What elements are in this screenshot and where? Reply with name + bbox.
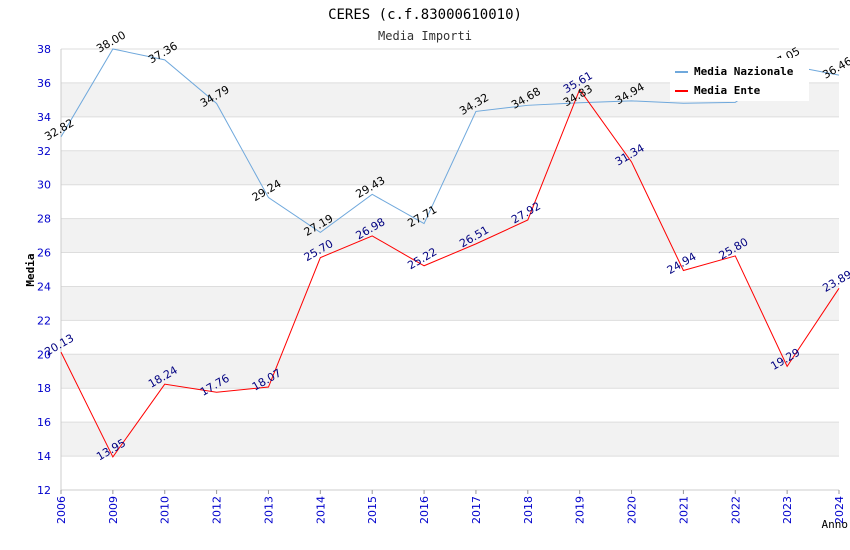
x-tick-label: 2019 <box>574 496 587 524</box>
x-tick-label: 2006 <box>55 496 68 524</box>
y-tick-label: 24 <box>37 280 51 293</box>
grid-bands <box>61 49 839 490</box>
x-tick-label: 2009 <box>107 496 120 524</box>
grid-band <box>61 116 839 151</box>
grid-band <box>61 252 839 287</box>
x-tick-label: 2020 <box>626 496 639 524</box>
x-tick-label: 2014 <box>314 496 327 524</box>
chart-subtitle: Media Importi <box>378 29 472 43</box>
x-tick-label: 2023 <box>781 496 794 524</box>
y-tick-label: 20 <box>37 348 51 361</box>
y-axis-label: Media <box>24 253 37 286</box>
x-axis-label: Anno <box>822 518 849 531</box>
x-tick-label: 2013 <box>262 496 275 524</box>
x-tick-label: 2018 <box>522 496 535 524</box>
y-tick-label: 38 <box>37 43 51 56</box>
y-tick-label: 30 <box>37 179 51 192</box>
x-tick-label: 2012 <box>211 496 224 524</box>
y-tick-label: 12 <box>37 484 51 497</box>
y-tick-label: 36 <box>37 77 51 90</box>
y-tick-label: 18 <box>37 382 51 395</box>
grid-band <box>61 184 839 219</box>
y-tick-label: 14 <box>37 450 51 463</box>
grid-band <box>61 354 839 389</box>
y-tick-label: 28 <box>37 213 51 226</box>
series-line-media-ente <box>60 88 840 458</box>
x-tick-label: 2022 <box>729 496 742 524</box>
grid-lines <box>60 48 839 491</box>
x-axis-ticks: 2006 2009 2010 2012 2013 2014 2015 2016 2017 2018… <box>55 490 846 524</box>
legend: Media Nazionale Media Ente <box>670 58 809 101</box>
x-tick-label: 2010 <box>159 496 172 524</box>
y-tick-label: 26 <box>37 247 51 260</box>
x-tick-label: 2024 <box>833 496 846 524</box>
grid-band <box>61 286 839 321</box>
chart-title: CERES (c.f.83000610010) <box>328 7 522 23</box>
y-tick-label: 22 <box>37 314 51 327</box>
legend-label-media-nazionale: Media Nazionale <box>694 65 794 78</box>
x-tick-label: 2016 <box>418 496 431 524</box>
x-tick-label: 2021 <box>677 496 690 524</box>
series-line-media-nazionale <box>60 48 840 233</box>
x-tick-label: 2015 <box>366 496 379 524</box>
y-axis-ticks: 12 14 16 18 20 22 24 26 28 30 32 34 36 38 <box>37 43 51 497</box>
legend-box <box>670 58 809 101</box>
legend-label-media-ente: Media Ente <box>694 84 761 97</box>
grid-band <box>61 456 839 490</box>
y-tick-label: 34 <box>37 111 51 124</box>
series-lines <box>60 48 840 458</box>
grid-band <box>61 388 839 423</box>
y-tick-label: 32 <box>37 145 51 158</box>
y-tick-label: 16 <box>37 416 51 429</box>
grid-band <box>61 422 839 457</box>
grid-band <box>61 218 839 253</box>
x-tick-label: 2017 <box>470 496 483 524</box>
grid-band <box>61 320 839 355</box>
